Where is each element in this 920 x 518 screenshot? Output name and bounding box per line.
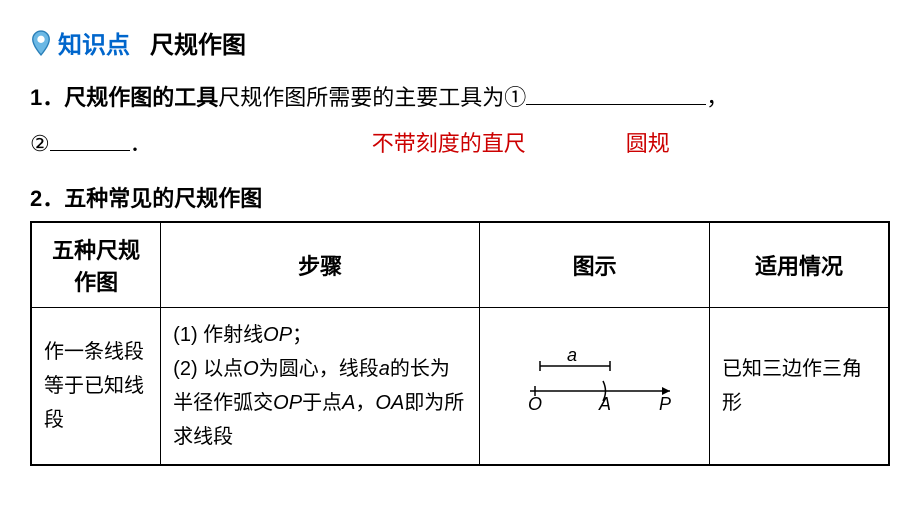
c2-op: OP [263, 324, 292, 346]
c2-o: O [243, 358, 259, 380]
blank-1 [526, 83, 706, 105]
th-steps: 步骤 [161, 222, 480, 308]
point-2: 2．五种常见的尺规作图 [30, 181, 890, 213]
location-pin-icon [30, 29, 52, 57]
c2-2d: 于点 [302, 392, 342, 414]
th1b: 作图 [44, 265, 148, 297]
header-title: 尺规作图 [150, 25, 246, 60]
p1-comma: ， [706, 85, 728, 110]
point-1-line2: ② ． 不带刻度的直尺 圆规 [30, 124, 890, 164]
p1-num: 1． [30, 85, 64, 110]
p1-text: 尺规作图所需要的主要工具为① [218, 85, 526, 110]
c2-op2: OP [273, 392, 302, 414]
diag-A: A [598, 394, 611, 414]
cell-figure: a O A P [480, 308, 710, 466]
c2-2: (2) 以点 [173, 358, 243, 380]
cell-type: 作一条线段等于已知线段 [31, 308, 161, 466]
p1-bold: 尺规作图的工具 [64, 85, 218, 110]
c2-oa: OA [375, 392, 404, 414]
cell-steps: (1) 作射线OP； (2) 以点O为圆心，线段a的长为半径作弧交OP于点A，O… [161, 308, 480, 466]
c2-semi: ； [292, 324, 312, 346]
construction-table: 五种尺规 作图 步骤 图示 适用情况 作一条线段等于已知线段 (1) 作射线OP… [30, 221, 890, 466]
th-figure: 图示 [480, 222, 710, 308]
table-header-row: 五种尺规 作图 步骤 图示 适用情况 [31, 222, 889, 308]
point-1: 1．尺规作图的工具尺规作图所需要的主要工具为① ， [30, 78, 890, 118]
c2-2e: ， [355, 392, 375, 414]
p1-circ2: ② [30, 124, 50, 164]
answer-1: 不带刻度的直尺 [372, 124, 526, 164]
th1a: 五种尺规 [44, 233, 148, 265]
th-usage: 适用情况 [710, 222, 890, 308]
p2-bold: 五种常见的尺规作图 [64, 186, 262, 211]
p1-period: ． [130, 124, 152, 164]
c2-1: (1) 作射线 [173, 324, 263, 346]
diag-a: a [567, 346, 577, 365]
header-label: 知识点 [58, 25, 130, 60]
table-row: 作一条线段等于已知线段 (1) 作射线OP； (2) 以点O为圆心，线段a的长为… [31, 308, 889, 466]
diag-O: O [528, 394, 542, 414]
c2-2b: 为圆心，线段 [259, 358, 379, 380]
diag-P: P [659, 394, 671, 414]
knowledge-header: 知识点 尺规作图 [30, 25, 890, 60]
c2-a: a [379, 358, 390, 380]
answer-2: 圆规 [626, 124, 670, 164]
cell-usage: 已知三边作三角形 [710, 308, 890, 466]
p2-num: 2． [30, 186, 64, 211]
c2-A: A [342, 392, 355, 414]
blank-2 [50, 129, 130, 151]
segment-diagram: a O A P [510, 346, 680, 416]
th-type: 五种尺规 作图 [31, 222, 161, 308]
